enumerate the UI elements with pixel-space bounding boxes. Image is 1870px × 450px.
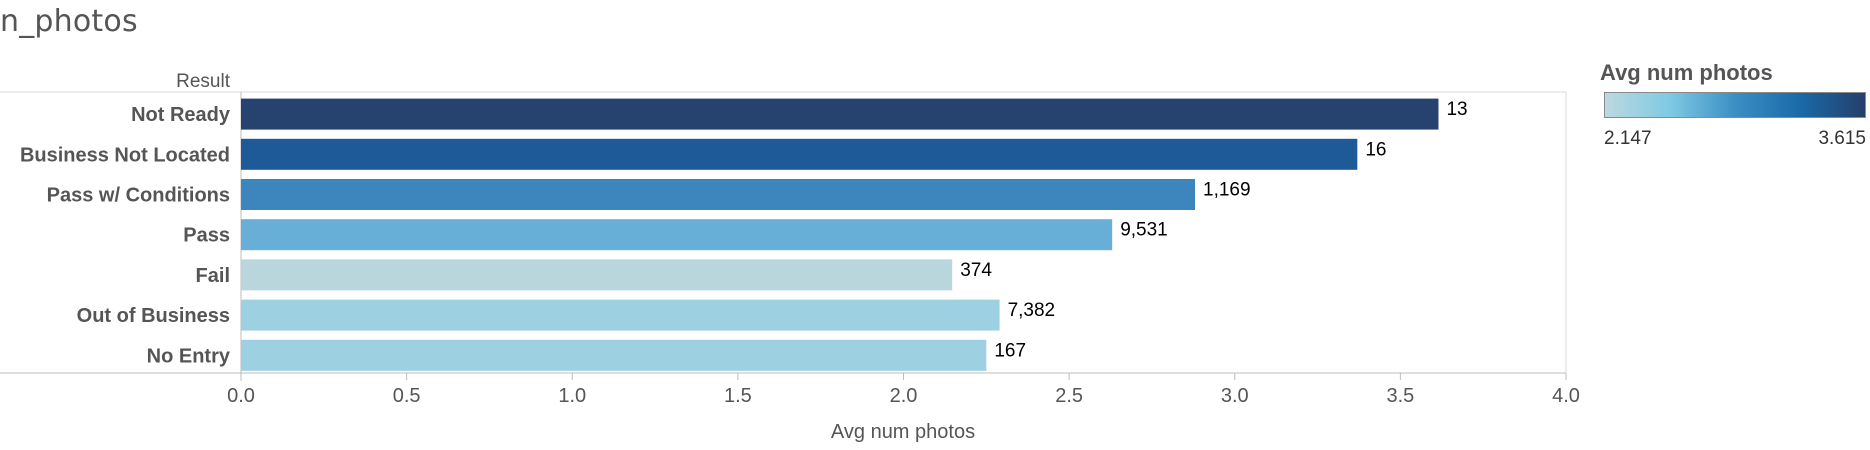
category-label: Pass w/ Conditions: [47, 185, 230, 207]
x-axis: 0.0 0.5 1.0 1.5 2.0 2.5 3.0 3.5 4.0: [227, 373, 1580, 407]
bar-data-label: 7,382: [1008, 300, 1056, 321]
category-label: Out of Business: [77, 305, 230, 327]
bar-data-label: 13: [1446, 99, 1467, 120]
bar-3[interactable]: [241, 219, 1113, 251]
category-labels: Not Ready Business Not Located Pass w/ Con…: [20, 104, 231, 367]
bar-data-label: 1,169: [1203, 180, 1251, 201]
category-label: Fail: [196, 265, 230, 287]
category-label: No Entry: [147, 345, 231, 367]
legend-min-label: 2.147: [1604, 128, 1652, 149]
x-tick-label: 0.0: [227, 385, 255, 407]
x-tick-label: 4.0: [1552, 385, 1580, 407]
x-tick-label: 0.5: [393, 385, 421, 407]
bar-data-label: 16: [1365, 139, 1386, 160]
page-title: n_photos: [0, 4, 138, 39]
x-tick-label: 2.5: [1055, 385, 1083, 407]
x-tick-label: 1.5: [724, 385, 752, 407]
category-axis-title: Result: [176, 71, 231, 92]
legend-title: Avg num photos: [1600, 60, 1773, 85]
x-tick-label: 3.5: [1386, 385, 1414, 407]
bar-6[interactable]: [241, 339, 987, 371]
bar-1[interactable]: [241, 138, 1358, 170]
category-label: Not Ready: [131, 104, 231, 126]
x-tick-label: 2.0: [890, 385, 918, 407]
legend-max-label: 3.615: [1818, 128, 1866, 149]
bars-group: [241, 98, 1439, 371]
bar-2[interactable]: [241, 179, 1195, 210]
bar-4[interactable]: [241, 259, 953, 291]
x-axis-title: Avg num photos: [831, 421, 975, 443]
category-label: Pass: [183, 225, 230, 247]
x-tick-label: 3.0: [1221, 385, 1249, 407]
bar-0[interactable]: [241, 98, 1439, 130]
bar-data-label: 167: [994, 340, 1026, 361]
bar-chart: Result Not Ready Business Not Located Pass…: [0, 71, 1580, 443]
x-tick-label: 1.0: [558, 385, 586, 407]
bar-5[interactable]: [241, 299, 1000, 331]
bar-data-label: 374: [960, 260, 992, 281]
bar-data-label: 9,531: [1120, 220, 1168, 241]
category-label: Business Not Located: [20, 144, 230, 166]
data-labels: 13 16 1,169 9,531 374 7,382 167: [960, 99, 1467, 361]
color-legend-gradient: [1604, 92, 1866, 118]
